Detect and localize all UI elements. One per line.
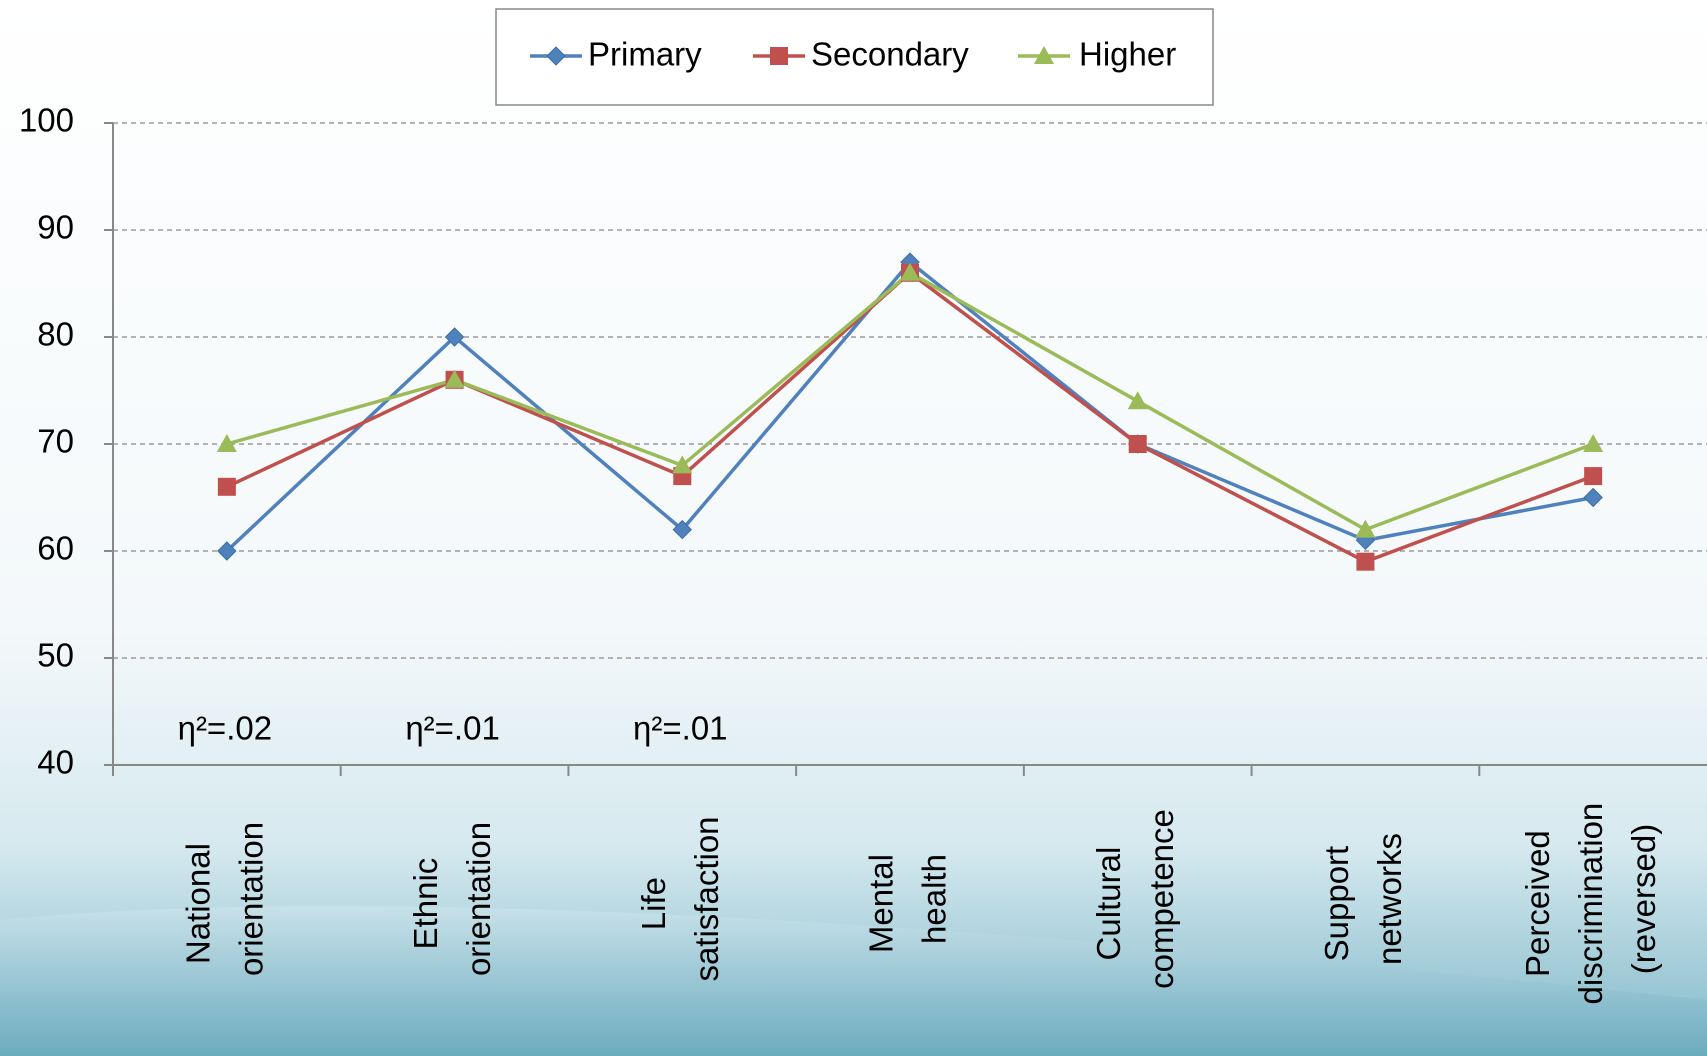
annotation: η²=.02 — [178, 710, 273, 747]
data-point — [672, 455, 693, 474]
legend-box — [495, 8, 1214, 106]
legend-swatch-marker — [770, 47, 788, 65]
y-tick-label: 50 — [37, 637, 74, 674]
x-tick-label: Mental health — [862, 845, 952, 953]
x-tick-label: Support networks — [1318, 833, 1408, 965]
legend-label: Primary — [588, 36, 702, 73]
grid — [104, 122, 1707, 776]
legend-swatch-marker — [546, 46, 566, 66]
data-point — [1355, 519, 1376, 538]
data-point — [1584, 467, 1603, 486]
x-tick-label: National orientation — [179, 822, 269, 976]
x-tick-label: Ethnic orientation — [407, 822, 497, 976]
plot-area — [216, 252, 1604, 571]
legend-swatch-marker — [1034, 46, 1054, 64]
data-point — [1128, 435, 1147, 453]
data-point — [1127, 391, 1148, 410]
x-tick-label: Life satisfaction — [635, 816, 725, 981]
data-point — [444, 327, 465, 347]
annotation: η²=.01 — [633, 710, 728, 747]
y-tick-label: 90 — [37, 209, 74, 246]
data-point — [217, 477, 236, 496]
legend-label: Higher — [1079, 36, 1176, 73]
legend-label: Secondary — [811, 36, 969, 73]
data-point — [900, 262, 920, 281]
background-wave — [0, 906, 1707, 1056]
data-point — [1356, 552, 1375, 571]
y-tick-label: 80 — [37, 316, 74, 353]
y-tick-label: 70 — [37, 423, 74, 460]
x-tick-label: Perceived discrimination (reversed) — [1519, 794, 1662, 1005]
data-point — [1583, 487, 1603, 508]
y-tick-label: 100 — [19, 102, 74, 139]
data-point — [672, 519, 692, 540]
data-point — [216, 434, 237, 452]
data-point — [444, 369, 465, 388]
data-point — [217, 541, 237, 561]
data-point — [1583, 434, 1604, 452]
annotation: η²=.01 — [405, 710, 500, 747]
y-tick-label: 40 — [37, 744, 74, 781]
x-tick-label: Cultural competence — [1090, 809, 1180, 989]
y-tick-label: 60 — [37, 530, 74, 567]
axes — [104, 123, 1707, 766]
